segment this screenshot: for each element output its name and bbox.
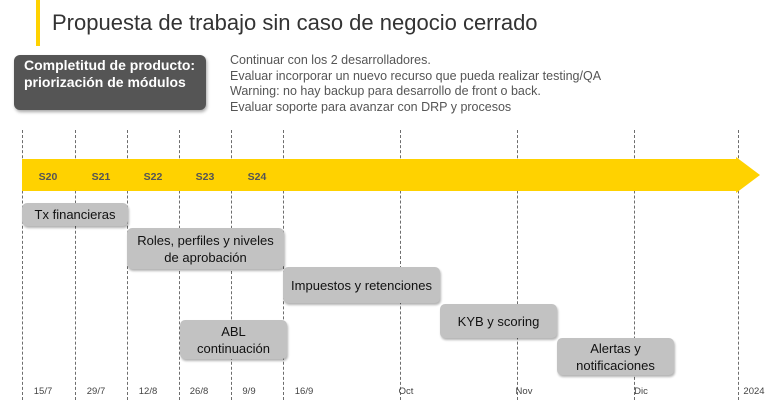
date-label: Nov (515, 386, 533, 397)
date-label: 16/9 (294, 386, 314, 397)
date-label: 12/8 (138, 386, 158, 397)
timeline-gridline (75, 130, 76, 400)
timeline-gridline (517, 130, 518, 400)
date-label: Dic (634, 386, 648, 397)
sprint-label: S20 (38, 171, 58, 183)
date-label: 2024 (743, 386, 765, 397)
sprint-label: S22 (143, 171, 163, 183)
note-line: Evaluar soporte para avanzar con DRP y p… (230, 99, 512, 114)
date-label: 9/9 (242, 386, 256, 397)
sprint-label: S23 (195, 171, 215, 183)
title-accent-bar (36, 0, 40, 46)
task-alertas: Alertas y notificaciones (557, 338, 674, 375)
date-label: Oct (398, 386, 414, 397)
note-line: Warning: no hay backup para desarrollo d… (230, 84, 541, 98)
timeline-gridline (634, 130, 635, 400)
task-impuestos: Impuestos y retenciones (283, 267, 440, 303)
focus-callout-box: Completitud de producto: priorización de… (14, 55, 206, 110)
task-roles-perfiles: Roles, perfiles y niveles de aprobación (127, 228, 284, 269)
notes-list: Continuar con los 2 desarrolladores. Eva… (230, 53, 601, 115)
timeline-gridline (738, 130, 739, 400)
task-abl: ABL continuación (180, 320, 287, 359)
sprint-label: S24 (247, 171, 267, 183)
timeline-gridline (400, 130, 401, 400)
task-kyb-scoring: KYB y scoring (440, 304, 557, 338)
note-line: Evaluar incorporar un nuevo recurso que … (230, 68, 602, 83)
note-line: Continuar con los 2 desarrolladores. (230, 53, 431, 67)
task-tx-financieras: Tx financieras (22, 203, 128, 226)
timeline-gridline (22, 130, 23, 400)
page-title: Propuesta de trabajo sin caso de negocio… (52, 10, 538, 35)
sprint-label: S21 (91, 171, 111, 183)
date-label: 29/7 (86, 386, 106, 397)
date-label: 15/7 (33, 386, 53, 397)
timeline-arrow (22, 157, 760, 193)
date-label: 26/8 (189, 386, 209, 397)
